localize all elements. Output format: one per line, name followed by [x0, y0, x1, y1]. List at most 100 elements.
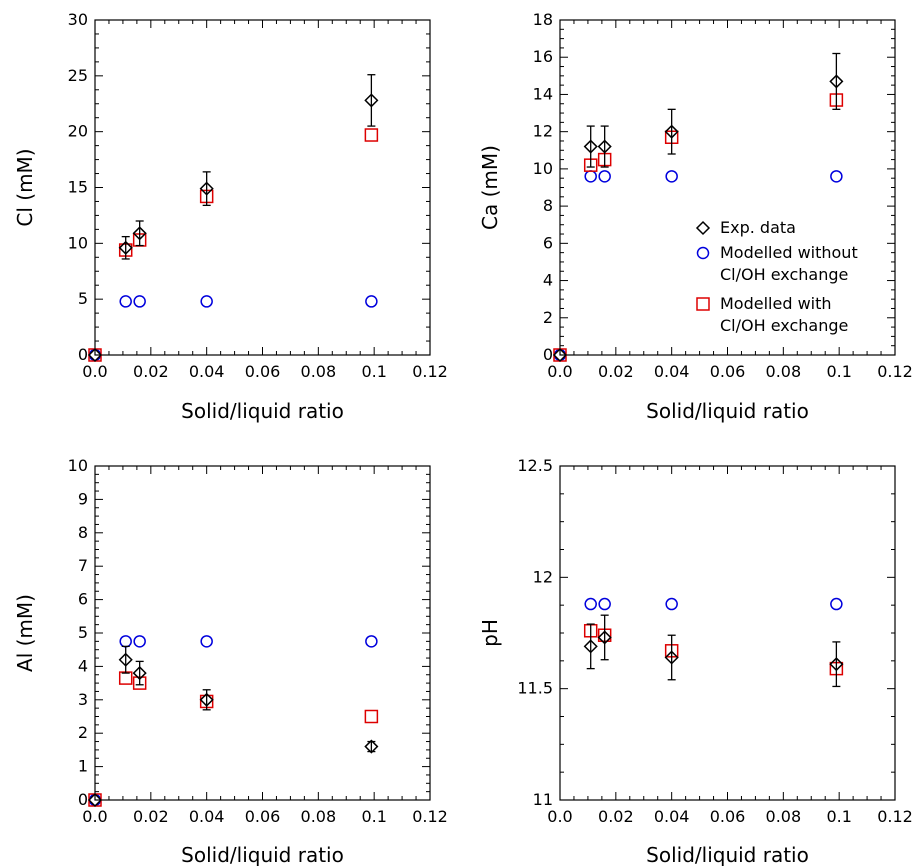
y-tick-label: 7 — [78, 556, 88, 575]
y-tick-label: 0 — [543, 345, 553, 364]
y-axis-label: Ca (mM) — [478, 145, 502, 230]
x-tick-label: 0.1 — [361, 362, 386, 381]
legend-label: Cl/OH exchange — [720, 265, 848, 284]
legend-marker-exp — [695, 220, 711, 236]
y-tick-label: 10 — [68, 233, 88, 252]
y-tick-label: 2 — [543, 308, 553, 327]
data-point-exp — [118, 240, 133, 255]
x-tick-label: 0.08 — [301, 807, 337, 826]
y-tick-label: 5 — [78, 623, 88, 642]
data-point-with — [118, 671, 133, 685]
y-tick-label: 16 — [533, 47, 553, 66]
x-tick-label: 0.0 — [547, 807, 572, 826]
data-point-without — [584, 597, 597, 611]
x-tick-label: 0.06 — [245, 362, 281, 381]
y-tick-label: 15 — [68, 178, 88, 197]
chart-panel-cl: 0.0 0.02 0.04 0.06 0.08 0.1 0.12 0 5 10 15 20 25 30 So… — [13, 10, 448, 423]
y-tick-label: 11.5 — [517, 679, 553, 698]
x-tick-label: 0.08 — [766, 807, 802, 826]
y-tick-label: 5 — [78, 289, 88, 308]
x-tick-label: 0.02 — [133, 807, 169, 826]
plot-frame — [94, 19, 431, 356]
x-tick-label: 0.08 — [766, 362, 802, 381]
series-with — [88, 128, 379, 362]
data-point-exp — [87, 347, 103, 363]
plot-frame — [94, 465, 431, 801]
data-point-without — [830, 597, 843, 611]
series-without — [88, 635, 378, 807]
chart-panel-ph: 0.0 0.02 0.04 0.06 0.08 0.1 0.12 11 11.5 12 12.5 So… — [478, 456, 913, 866]
data-point-with — [364, 709, 379, 724]
y-tick-label: 30 — [68, 10, 88, 29]
x-axis-label: Solid/liquid ratio — [646, 843, 809, 866]
x-tick-label: 0.04 — [189, 807, 225, 826]
x-tick-label: 0.0 — [82, 362, 107, 381]
y-tick-label: 9 — [78, 489, 88, 508]
y-tick-label: 12 — [533, 122, 553, 141]
y-tick-label: 12.5 — [517, 456, 553, 475]
y-tick-label: 2 — [78, 723, 88, 742]
data-point-exp — [132, 226, 147, 241]
x-tick-label: 0.12 — [877, 362, 913, 381]
y-tick-label: 6 — [78, 590, 88, 609]
data-point-exp — [829, 657, 844, 672]
series-with — [583, 624, 844, 676]
x-tick-label: 0.04 — [189, 362, 225, 381]
y-tick-label: 12 — [533, 567, 553, 586]
y-tick-label: 0 — [78, 790, 88, 809]
data-point-exp — [87, 792, 103, 808]
series-exp — [583, 614, 844, 688]
y-tick-label: 14 — [533, 84, 553, 103]
data-point-without — [133, 635, 146, 648]
y-tick-label: 10 — [533, 159, 553, 178]
data-point-without — [365, 295, 378, 308]
x-tick-label: 0.12 — [412, 807, 448, 826]
data-point-exp — [364, 739, 379, 754]
x-tick-label: 0.08 — [301, 362, 337, 381]
data-point-exp — [199, 181, 214, 196]
y-axis-label: Al (mM) — [13, 594, 37, 672]
x-tick-label: 0.1 — [826, 362, 851, 381]
x-tick-label: 0.02 — [598, 362, 634, 381]
data-point-exp — [552, 347, 568, 363]
data-point-exp — [664, 650, 679, 665]
y-tick-label: 8 — [78, 523, 88, 542]
legend-label: Modelled with — [720, 294, 832, 313]
series-with — [88, 671, 379, 807]
y-tick-label: 1 — [78, 757, 88, 776]
data-point-exp — [364, 93, 379, 108]
data-point-without — [119, 295, 132, 308]
series-without — [584, 597, 843, 611]
series-exp — [552, 52, 844, 363]
data-point-exp — [829, 74, 844, 89]
x-tick-label: 0.12 — [412, 362, 448, 381]
legend-marker-with — [696, 297, 710, 311]
data-point-exp — [118, 652, 133, 667]
x-tick-label: 0.0 — [82, 807, 107, 826]
data-point-without — [598, 170, 611, 183]
legend-label: Cl/OH exchange — [720, 316, 848, 335]
data-point-without — [133, 295, 146, 308]
y-axis-label: Cl (mM) — [13, 148, 37, 226]
data-point-exp — [583, 639, 598, 654]
y-tick-label: 8 — [543, 196, 553, 215]
y-tick-label: 4 — [78, 656, 88, 675]
y-axis-label: pH — [478, 619, 502, 647]
data-point-without — [830, 170, 843, 183]
data-point-without — [598, 597, 611, 611]
y-tick-label: 18 — [533, 10, 553, 29]
data-point-exp — [597, 139, 612, 154]
x-tick-label: 0.0 — [547, 362, 572, 381]
x-tick-label: 0.02 — [133, 362, 169, 381]
data-point-without — [119, 635, 132, 648]
x-tick-label: 0.06 — [245, 807, 281, 826]
series-without — [88, 295, 378, 362]
legend-label: Modelled without — [720, 243, 858, 262]
x-tick-label: 0.02 — [598, 807, 634, 826]
y-tick-label: 25 — [68, 66, 88, 85]
legend-marker-without — [696, 246, 710, 260]
x-tick-label: 0.1 — [361, 807, 386, 826]
chart-panel-ca: 0.0 0.02 0.04 0.06 0.08 0.1 0.12 0 2 4 6 8 10 12 14 16 1… — [478, 10, 913, 423]
series-exp — [87, 74, 379, 363]
